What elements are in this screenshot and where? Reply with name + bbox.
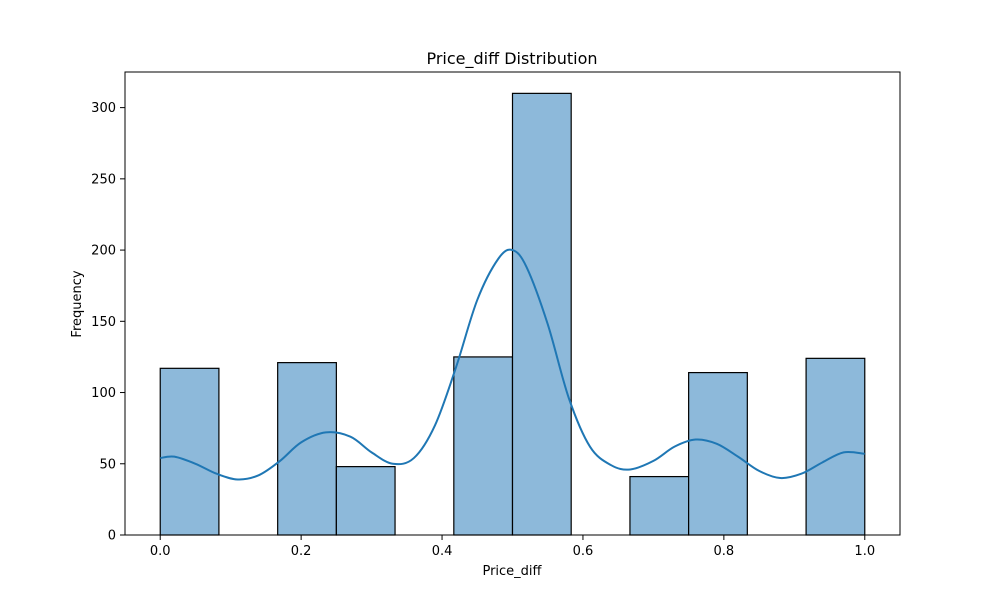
axes-frame [124, 71, 901, 536]
y-axis-label: Frequency [70, 270, 85, 337]
histogram-bar [335, 466, 396, 536]
chart-title: Price_diff Distribution [426, 49, 597, 69]
x-axis: 0.0 0.2 0.4 0.6 0.8 1.0 [150, 535, 875, 559]
y-tick-label: 0 [108, 529, 116, 544]
y-tick-label: 300 [91, 101, 116, 116]
y-axis: 0 50 100 150 200 250 300 [91, 101, 125, 544]
x-tick-label: 0.6 [573, 544, 594, 559]
y-tick-label: 100 [91, 386, 116, 401]
y-tick-label: 200 [91, 244, 116, 259]
histogram-bar [629, 475, 690, 536]
y-tick-label: 250 [91, 172, 116, 187]
kde-curve [160, 248, 865, 481]
histogram-bar [688, 371, 748, 536]
histogram-bar [511, 92, 572, 536]
histogram-bar [453, 356, 514, 536]
x-tick-label: 0.4 [432, 544, 453, 559]
bars-layer [159, 92, 866, 536]
y-tick-label: 50 [99, 457, 116, 472]
histogram-bar [159, 367, 220, 536]
x-axis-label: Price_diff [482, 564, 542, 579]
x-tick-label: 0.8 [714, 544, 735, 559]
x-tick-label: 1.0 [854, 544, 875, 559]
x-tick-label: 0.2 [291, 544, 312, 559]
x-tick-label: 0.0 [150, 544, 171, 559]
y-tick-label: 150 [91, 315, 116, 330]
histogram-bar [805, 357, 866, 536]
histogram-bar [277, 362, 337, 536]
